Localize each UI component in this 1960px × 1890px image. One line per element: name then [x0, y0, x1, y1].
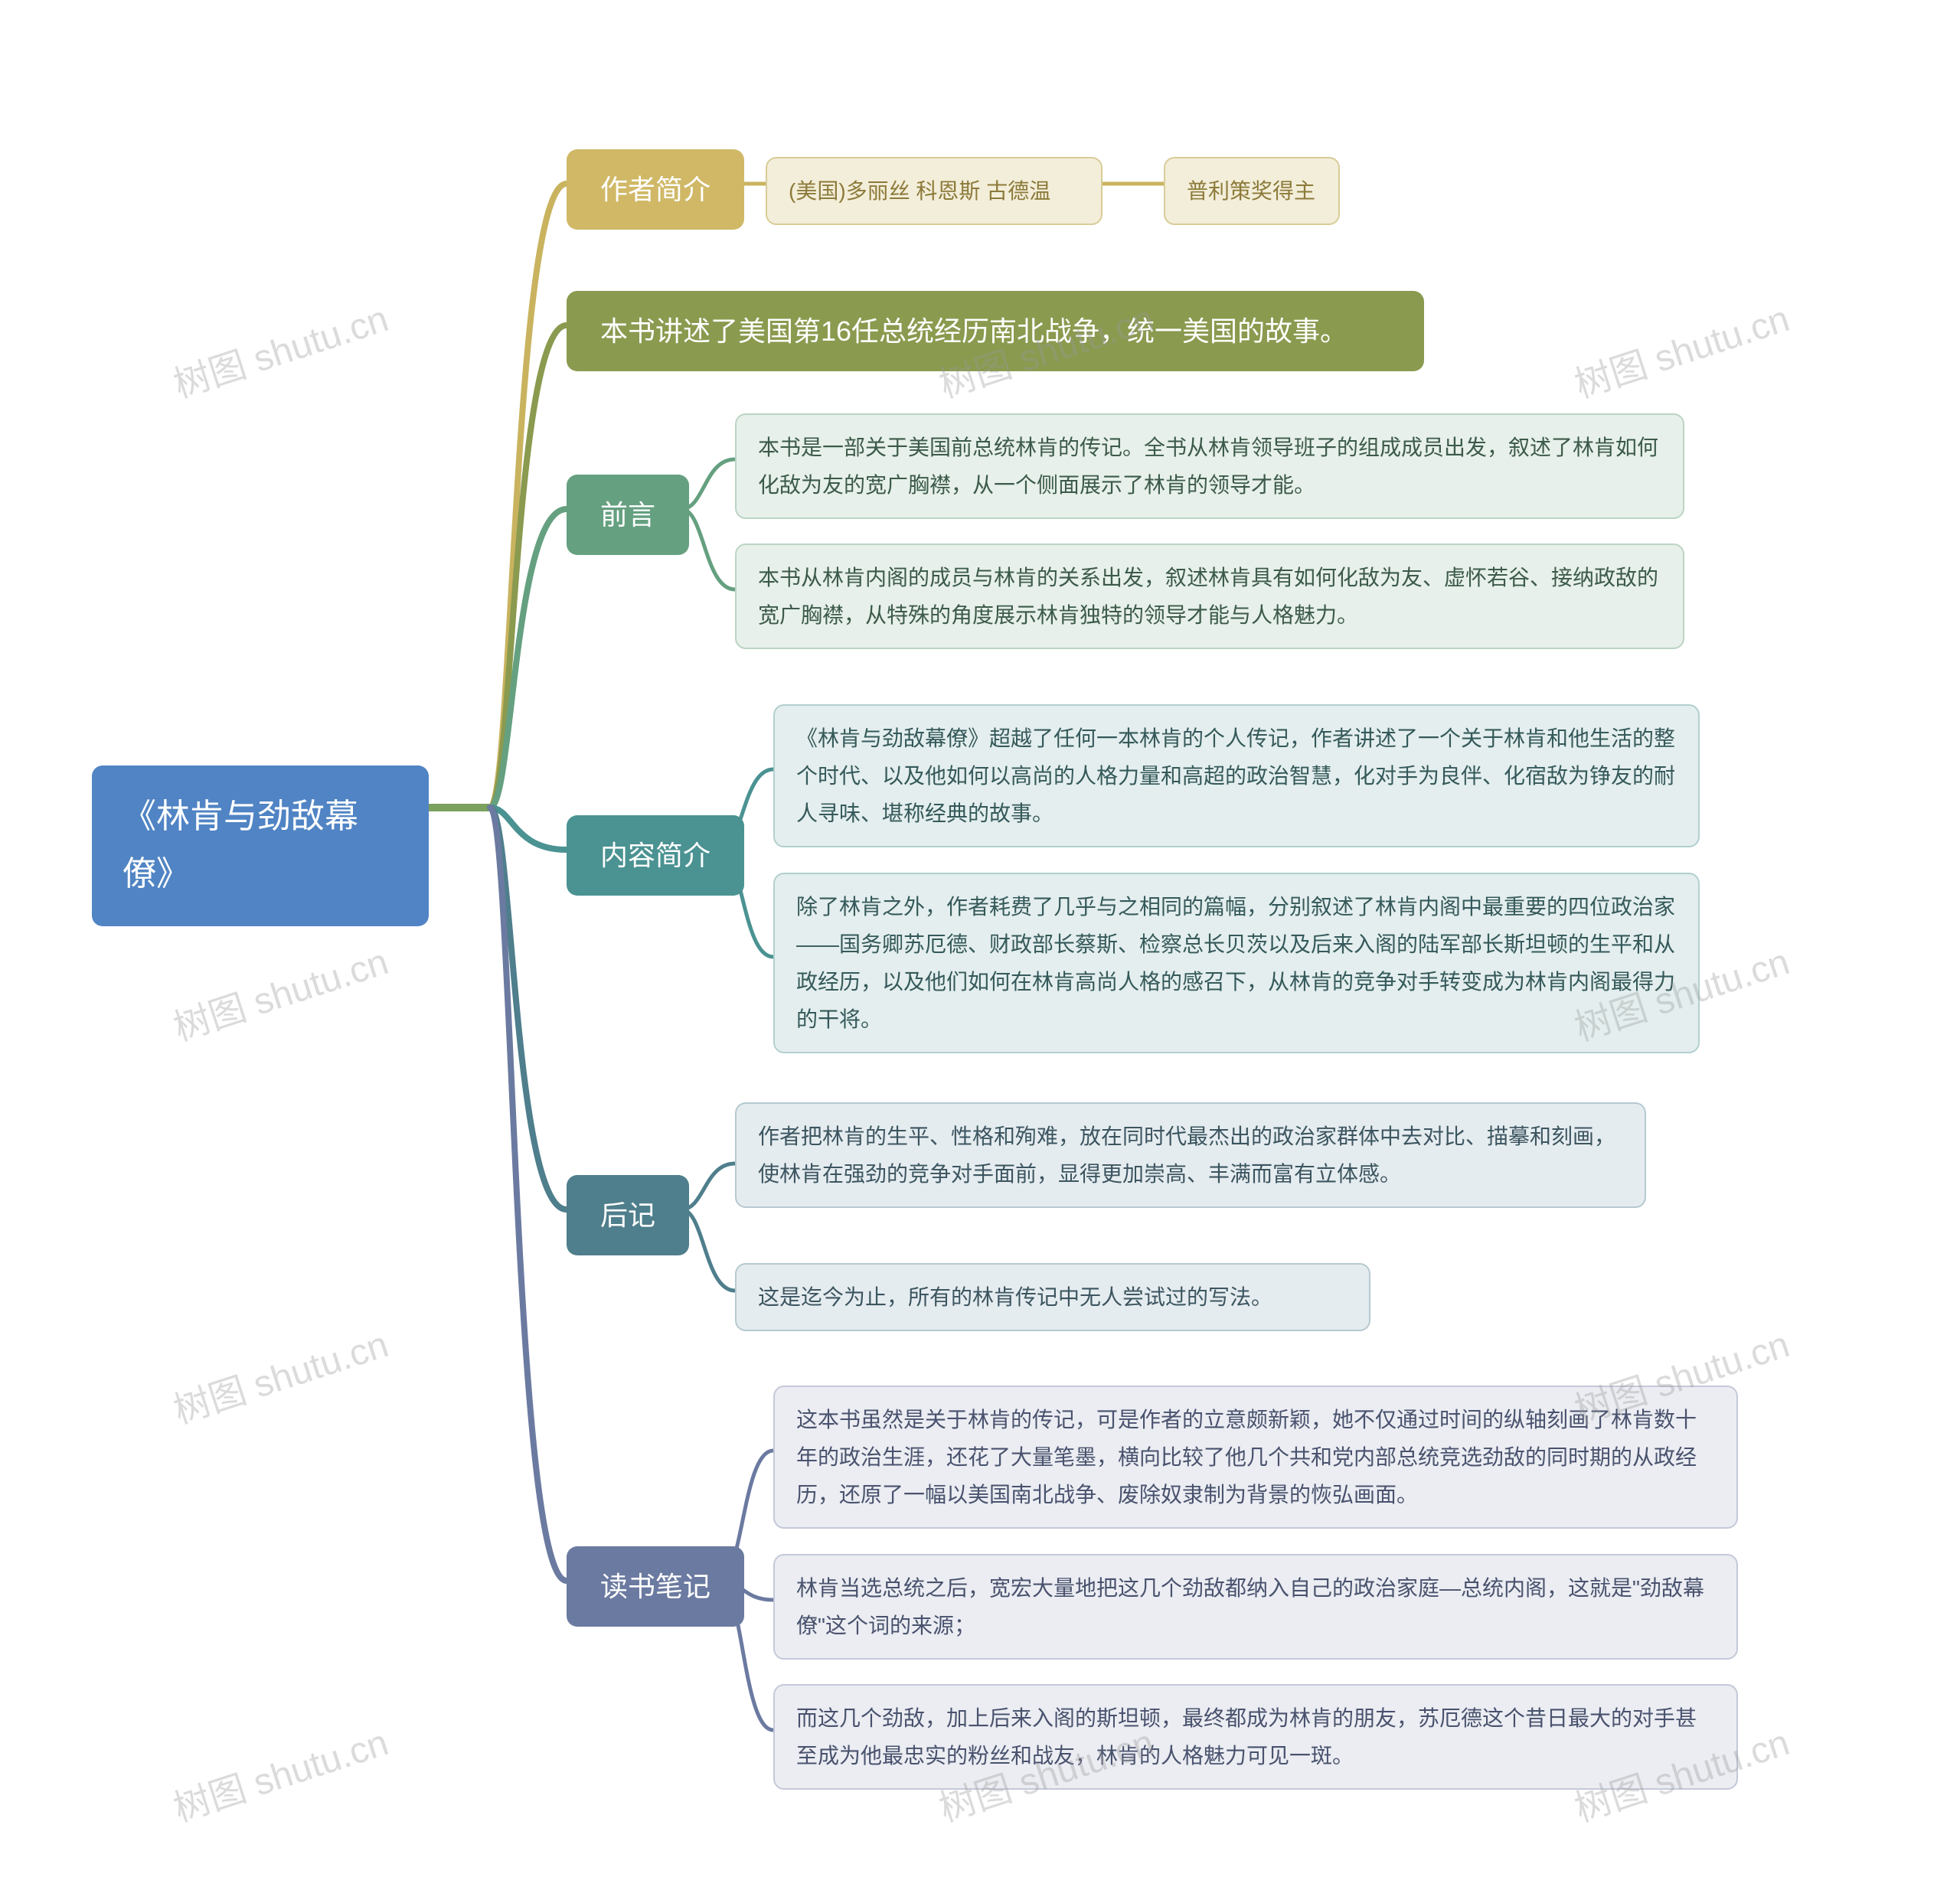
leaf-label: 林肯当选总统之后，宽宏大量地把这几个劲敌都纳入自己的政治家庭—总统内阁，这就是"… — [796, 1576, 1704, 1637]
leaf-node[interactable]: 《林肯与劲敌幕僚》超越了任何一本林肯的个人传记，作者讲述了一个关于林肯和他生活的… — [773, 704, 1700, 847]
leaf-label: 普利策奖得主 — [1187, 179, 1315, 203]
branch-node[interactable]: 内容简介 — [567, 815, 744, 896]
leaf-label: 这本书虽然是关于林肯的传记，可是作者的立意颇新颖，她不仅通过时间的纵轴刻画了林肯… — [796, 1408, 1697, 1506]
leaf-label: 本书从林肯内阁的成员与林肯的关系出发，叙述林肯具有如何化敌为友、虚怀若谷、接纳政… — [758, 566, 1658, 627]
mindmap-root[interactable]: 《林肯与劲敌幕僚》 — [92, 765, 429, 926]
branch-node[interactable]: 前言 — [567, 475, 689, 555]
branch-label: 后记 — [600, 1200, 655, 1231]
root-label: 《林肯与劲敌幕僚》 — [122, 798, 358, 893]
leaf-label: 而这几个劲敌，加上后来入阁的斯坦顿，最终都成为林肯的朋友，苏厄德这个昔日最大的对… — [796, 1706, 1697, 1768]
branch-label: 内容简介 — [600, 840, 710, 871]
leaf-node[interactable]: 作者把林肯的生平、性格和殉难，放在同时代最杰出的政治家群体中去对比、描摹和刻画，… — [735, 1102, 1646, 1208]
branch-node[interactable]: 作者简介 — [567, 149, 744, 230]
leaf-node[interactable]: 除了林肯之外，作者耗费了几乎与之相同的篇幅，分别叙述了林肯内阁中最重要的四位政治… — [773, 873, 1700, 1053]
branch-node[interactable]: 后记 — [567, 1175, 689, 1255]
watermark: 树图 shutu.cn — [165, 1314, 394, 1434]
watermark: 树图 shutu.cn — [165, 289, 394, 408]
leaf-label: 本书是一部关于美国前总统林肯的传记。全书从林肯领导班子的组成成员出发，叙述了林肯… — [758, 436, 1658, 497]
leaf-label: 除了林肯之外，作者耗费了几乎与之相同的篇幅，分别叙述了林肯内阁中最重要的四位政治… — [796, 895, 1675, 1031]
branch-node[interactable]: 读书笔记 — [567, 1546, 744, 1627]
branch-label: 本书讲述了美国第16任总统经历南北战争，统一美国的故事。 — [600, 315, 1348, 347]
leaf-label: 《林肯与劲敌幕僚》超越了任何一本林肯的个人传记，作者讲述了一个关于林肯和他生活的… — [796, 726, 1675, 825]
leaf-node[interactable]: 普利策奖得主 — [1164, 157, 1340, 225]
watermark: 树图 shutu.cn — [165, 932, 394, 1051]
leaf-node[interactable]: 这是迄今为止，所有的林肯传记中无人尝试过的写法。 — [735, 1263, 1370, 1331]
branch-label: 前言 — [600, 499, 655, 530]
leaf-label: 这是迄今为止，所有的林肯传记中无人尝试过的写法。 — [758, 1285, 1272, 1309]
leaf-label: 作者把林肯的生平、性格和殉难，放在同时代最杰出的政治家群体中去对比、描摹和刻画，… — [758, 1125, 1615, 1186]
watermark: 树图 shutu.cn — [1566, 289, 1795, 408]
branch-label: 读书笔记 — [600, 1571, 710, 1602]
leaf-node[interactable]: 林肯当选总统之后，宽宏大量地把这几个劲敌都纳入自己的政治家庭—总统内阁，这就是"… — [773, 1554, 1738, 1660]
leaf-node[interactable]: 本书从林肯内阁的成员与林肯的关系出发，叙述林肯具有如何化敌为友、虚怀若谷、接纳政… — [735, 543, 1684, 649]
branch-label: 作者简介 — [600, 174, 710, 205]
leaf-node[interactable]: (美国)多丽丝 科恩斯 古德温 — [766, 157, 1102, 225]
leaf-node[interactable]: 本书是一部关于美国前总统林肯的传记。全书从林肯领导班子的组成成员出发，叙述了林肯… — [735, 413, 1684, 519]
watermark: 树图 shutu.cn — [165, 1712, 394, 1832]
leaf-label: (美国)多丽丝 科恩斯 古德温 — [789, 179, 1050, 203]
